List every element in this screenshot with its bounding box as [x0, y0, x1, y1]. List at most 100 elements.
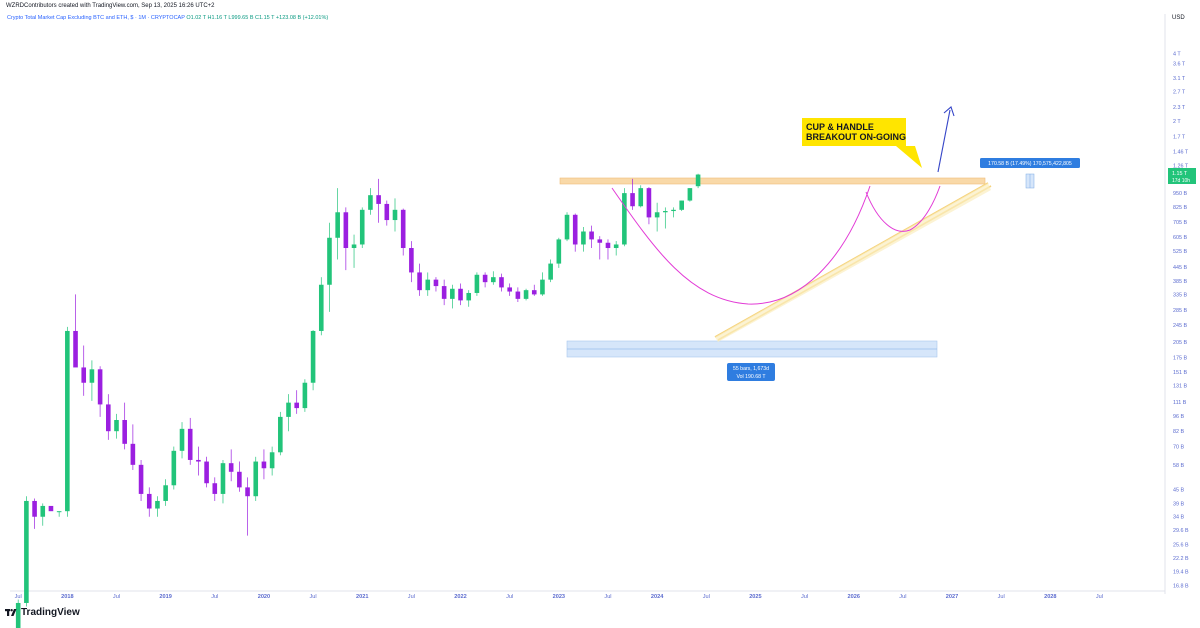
- y-tick-label: 2.7 T: [1173, 90, 1186, 96]
- candle-body: [48, 505, 54, 512]
- candle-body: [638, 188, 644, 207]
- candle-body: [646, 188, 652, 218]
- x-tick-label: 2021: [356, 594, 368, 600]
- last-price-label-box: [1168, 168, 1196, 184]
- y-tick-label: 70 B: [1173, 445, 1184, 451]
- candle-body: [327, 237, 332, 285]
- candle-body: [679, 200, 685, 210]
- tradingview-logo[interactable]: TradingView: [5, 606, 80, 618]
- candle-body: [597, 239, 603, 243]
- range-label-box: [980, 158, 1080, 168]
- candle-body: [286, 402, 291, 417]
- candle-body: [32, 500, 37, 517]
- candle-body: [499, 277, 504, 288]
- x-tick-label: Jul: [703, 594, 710, 600]
- x-tick-label: Jul: [1096, 594, 1103, 600]
- candle-body: [630, 193, 635, 207]
- candle-body: [376, 195, 381, 204]
- candle-body: [343, 212, 349, 249]
- candle-body: [261, 461, 267, 469]
- callout-text-line: BREAKOUT ON-GOING: [806, 132, 906, 142]
- x-tick-label: 2018: [61, 594, 73, 600]
- y-tick-label: 705 B: [1173, 220, 1187, 226]
- candle-body: [196, 459, 201, 462]
- x-tick-label: Jul: [211, 594, 218, 600]
- callout-text-line: CUP & HANDLE: [806, 122, 874, 132]
- x-tick-label: 2024: [651, 594, 664, 600]
- candle-body: [466, 292, 472, 301]
- symbol-name[interactable]: Crypto Total Market Cap Excluding BTC an…: [7, 15, 185, 21]
- candle-body: [556, 239, 562, 264]
- measure-label-volume: Vol 190.68 T: [736, 374, 766, 380]
- y-tick-label: 1.26 T: [1173, 164, 1189, 170]
- range-label-text: 170.58 B (17.49%) 170,575,422,805: [988, 161, 1072, 167]
- candle-body: [155, 500, 160, 509]
- y-tick-label: 34 B: [1173, 515, 1184, 521]
- x-tick-label: 2019: [159, 594, 171, 600]
- candle-body: [540, 279, 545, 295]
- y-tick-label: 1.7 T: [1173, 135, 1186, 141]
- y-tick-label: 825 B: [1173, 205, 1187, 211]
- ohlc-values: O1.02 T H1.16 T L999.65 B C1.15 T +123.0…: [186, 15, 329, 21]
- candle-body: [384, 203, 390, 221]
- author-line: WZRDContributors created with TradingVie…: [6, 3, 215, 9]
- y-tick-label: 2 T: [1173, 119, 1181, 125]
- symbol-legend[interactable]: Crypto Total Market Cap Excluding BTC an…: [7, 15, 328, 21]
- y-tick-label: 335 B: [1173, 292, 1187, 298]
- candle-body: [253, 461, 259, 497]
- candle-body: [417, 272, 422, 291]
- candle-body: [294, 402, 300, 409]
- currency-label[interactable]: USD: [1172, 15, 1185, 21]
- candle-body: [490, 277, 496, 283]
- candle-body: [81, 367, 87, 383]
- candle-body: [564, 214, 570, 240]
- y-tick-label: 19.4 B: [1173, 569, 1189, 575]
- y-tick-label: 29.6 B: [1173, 528, 1189, 534]
- y-tick-label: 25.6 B: [1173, 542, 1189, 548]
- resistance-zone: [559, 177, 986, 185]
- candle-body: [531, 290, 537, 295]
- candle-body: [450, 288, 455, 299]
- candle-body: [212, 483, 218, 494]
- candle-body: [130, 443, 136, 465]
- candle-body: [204, 461, 209, 484]
- candle-body: [97, 369, 103, 405]
- x-tick-label: 2022: [454, 594, 466, 600]
- y-tick-label: 16.8 B: [1173, 583, 1189, 589]
- y-tick-label: 525 B: [1173, 249, 1187, 255]
- callout-bubble: [802, 118, 922, 168]
- candle-body: [589, 231, 594, 240]
- candle-body: [302, 382, 308, 409]
- x-tick-label: Jul: [15, 594, 22, 600]
- candle-body: [15, 602, 21, 628]
- breakout-arrow-line: [937, 109, 951, 173]
- candle-body: [458, 288, 463, 301]
- candle-body: [474, 274, 480, 293]
- candle-body: [523, 290, 529, 299]
- candle-body: [122, 420, 127, 444]
- candle-countdown: 17d 10h: [1172, 178, 1190, 184]
- y-tick-label: 605 B: [1173, 235, 1187, 241]
- y-tick-label: 4 T: [1173, 51, 1181, 57]
- candle-body: [56, 511, 62, 513]
- x-tick-label: Jul: [506, 594, 513, 600]
- y-tick-label: 385 B: [1173, 279, 1187, 285]
- x-tick-label: Jul: [899, 594, 906, 600]
- y-tick-label: 3.6 T: [1173, 62, 1186, 68]
- y-tick-label: 950 B: [1173, 191, 1187, 197]
- candle-body: [163, 485, 168, 501]
- candle-body: [425, 279, 431, 291]
- candle-body: [65, 330, 70, 512]
- candle-body: [89, 369, 95, 383]
- y-tick-label: 39 B: [1173, 501, 1184, 507]
- x-tick-label: 2023: [553, 594, 565, 600]
- candle-body: [409, 248, 414, 273]
- candle-body: [335, 212, 340, 238]
- candle-body: [278, 416, 283, 453]
- y-tick-label: 245 B: [1173, 323, 1187, 329]
- x-tick-label: 2028: [1044, 594, 1056, 600]
- candle-body: [572, 214, 578, 245]
- candle-body: [482, 274, 488, 283]
